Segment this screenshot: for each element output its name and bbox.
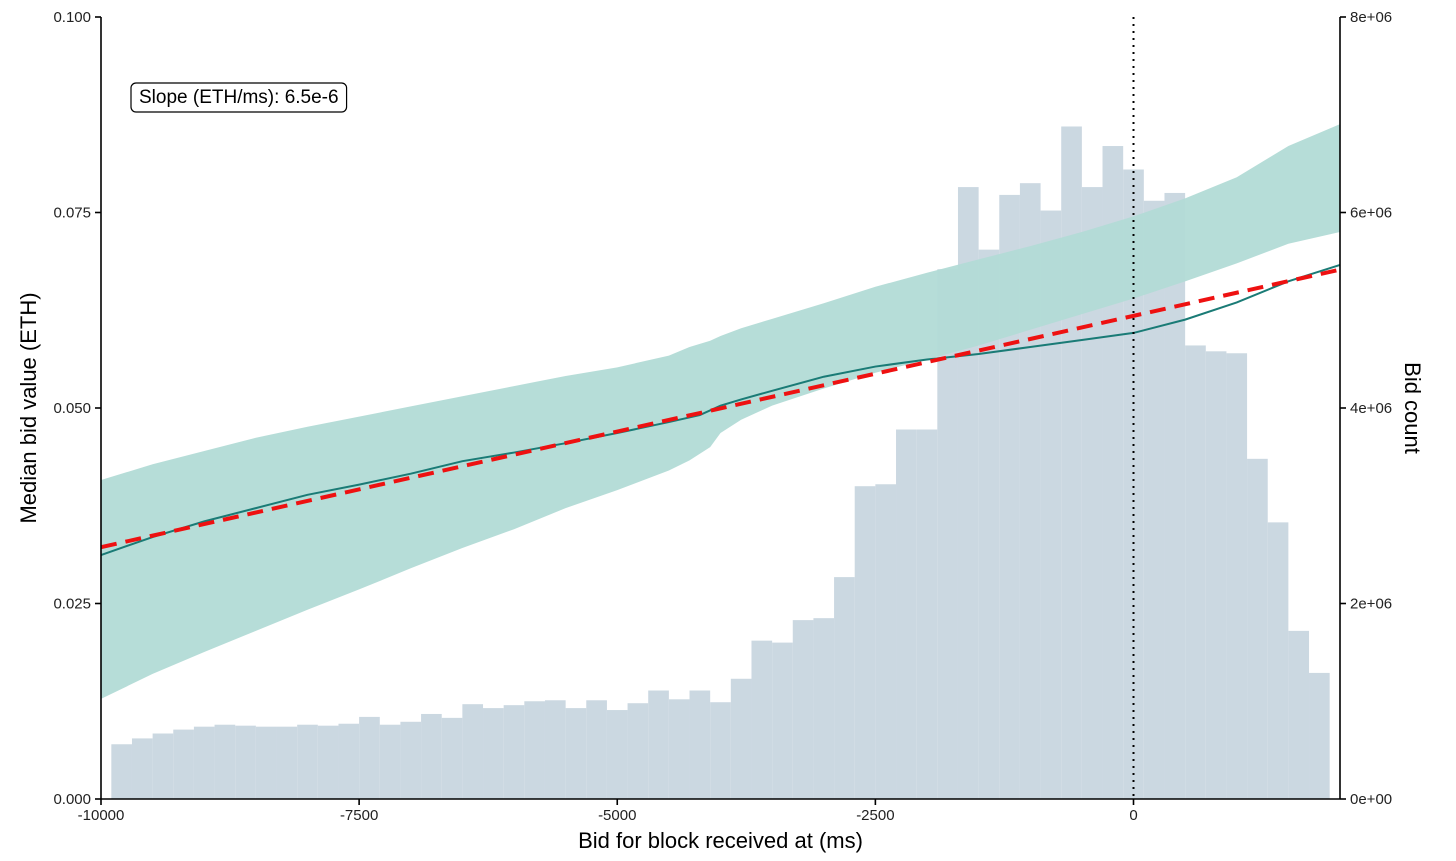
histogram-bar [338,723,360,799]
histogram-bar [937,269,958,799]
histogram-bar [524,701,545,799]
y-tick-label: 0.025 [53,596,91,613]
histogram-bar [544,700,566,799]
y-tick-label: 0.075 [53,205,91,222]
linear-fit-line [100,267,1341,550]
histogram-bar [1061,126,1082,800]
x-axis-title: Bid for block received at (ms) [578,828,863,853]
histogram-bar [689,690,711,799]
histogram-bar [710,702,731,799]
fit-line [100,267,1341,550]
histogram-bar [1267,522,1289,799]
histogram-bar [772,642,793,799]
histogram-bar [503,705,525,799]
histogram-bar [462,704,484,799]
y2-tick-label: 2e+06 [1350,596,1392,613]
histogram-bar [317,725,339,799]
histogram-bar [1205,351,1227,799]
histogram-bar [1164,192,1186,799]
histogram-bar [1040,210,1062,800]
histogram-bar [916,429,938,799]
histogram-bar [1288,630,1310,799]
histogram-bar [193,726,215,799]
secondary-y-axis-title: Bid count [1400,362,1425,454]
histogram-bar [1143,200,1165,799]
x-tick-label: -7500 [340,807,378,824]
histogram-bar [1226,353,1248,799]
histogram-bar [896,429,917,799]
median-line [100,263,1341,556]
y2-tick-label: 6e+06 [1350,205,1392,222]
confidence-band-area [101,124,1340,699]
histogram-bar [854,486,876,799]
histogram-bar [1247,458,1268,799]
histogram-bar [606,710,628,799]
histogram-bar [421,713,442,799]
annotation-box [130,82,348,113]
histogram-bar [483,708,504,799]
histogram-bar [400,721,422,799]
histogram-bar [359,716,380,799]
histogram-bar [813,618,835,799]
histogram-bar [152,733,174,799]
histogram-bar [1185,345,1206,799]
confidence-band [101,124,1340,699]
annotation-text: Slope (ETH/ms): 6.5e-6 [139,87,339,108]
y-tick-label: 0.100 [53,9,91,26]
histogram-bar [173,729,194,799]
x-tick-label: -5000 [598,807,636,824]
histogram-bar [1309,672,1330,799]
histogram-bar [111,744,132,799]
y-axis-title: Median bid value (ETH) [16,292,41,523]
median-bid-line [100,263,1341,556]
y2-tick-label: 0e+00 [1350,791,1392,808]
histogram-bar [214,724,236,799]
left-y-axis: 0.000 0.025 0.050 0.075 0.100 [53,9,102,808]
y-tick-label: 0.000 [53,791,91,808]
histogram-bar [834,577,855,799]
histogram-bar [1123,169,1144,800]
histogram-bar [627,703,649,799]
histogram-bar [875,484,897,799]
histogram-bar [648,690,669,799]
histogram-bar [379,724,401,799]
slope-annotation: Slope (ETH/ms): 6.5e-6 [130,82,348,113]
right-y-axis: 0e+00 2e+06 4e+06 6e+06 8e+06 [1339,9,1392,808]
histogram-bar [565,708,587,799]
histogram-bar [978,249,1000,799]
histogram-bar [1102,146,1124,799]
histogram-bar [255,726,277,799]
histogram-bar [586,700,607,799]
histogram-bar [441,717,463,799]
y-tick-label: 0.050 [53,400,91,417]
histogram-bar [668,699,690,799]
y2-tick-label: 4e+06 [1350,400,1392,417]
x-tick-label: 0 [1129,807,1137,824]
histogram-bar [751,640,773,799]
y2-tick-label: 8e+06 [1350,9,1392,26]
histogram-bar [297,724,318,799]
x-axis: -10000 -7500 -5000 -2500 0 [78,798,1340,824]
histogram-bar [276,726,298,799]
histogram-bar [131,738,153,799]
x-tick-label: -2500 [856,807,894,824]
histogram-bar [792,620,814,799]
histogram-bar [235,725,256,799]
histogram-bars [111,126,1330,800]
histogram-bar [730,678,752,799]
x-tick-label: -10000 [78,807,125,824]
